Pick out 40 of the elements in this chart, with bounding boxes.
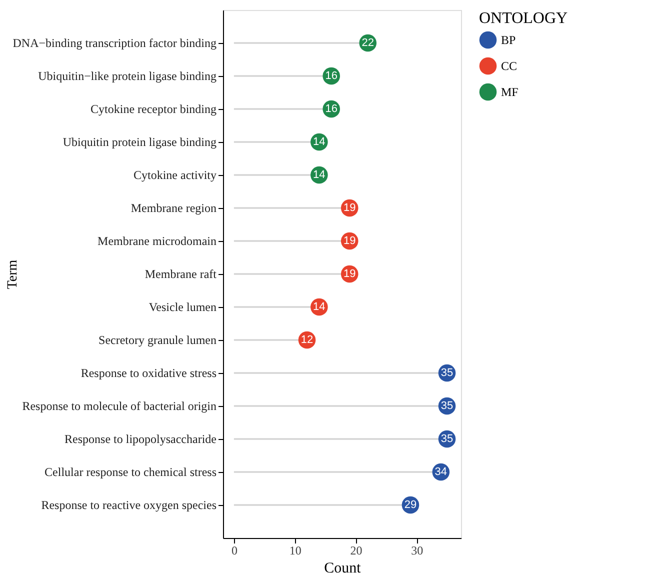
data-label: 16: [325, 103, 338, 115]
y-tick-label: DNA−binding transcription factor binding: [12, 36, 216, 50]
y-axis-title: Term: [6, 260, 20, 290]
y-tick-label: Response to molecule of bacterial origin: [22, 399, 216, 413]
x-tick-label: 0: [231, 544, 238, 558]
data-label: 14: [313, 301, 326, 313]
y-tick-label: Membrane raft: [144, 267, 218, 281]
y-tick-label: Response to reactive oxygen species: [41, 498, 217, 512]
x-tick-label: 10: [289, 544, 302, 558]
x-tick-label: 30: [411, 544, 424, 558]
legend-label: BP: [501, 33, 516, 47]
legend-label: MF: [501, 85, 519, 99]
data-label: 19: [343, 202, 356, 214]
data-label: 35: [440, 433, 454, 445]
y-tick-label: Vesicle lumen: [148, 300, 216, 314]
data-label: 19: [343, 235, 356, 247]
data-label: 14: [313, 136, 326, 148]
x-tick-label: 20: [350, 544, 362, 558]
data-label: 12: [300, 334, 314, 346]
y-tick-label: Membrane region: [130, 201, 216, 215]
y-tick-label: Response to lipopolysaccharide: [64, 432, 216, 446]
y-tick-label: Membrane microdomain: [98, 234, 216, 248]
data-label: 22: [362, 37, 374, 49]
data-label: 16: [325, 70, 338, 82]
data-label: 35: [440, 400, 454, 412]
y-tick-label: Ubiquitin−like protein ligase binding: [38, 69, 216, 83]
y-tick-label: Cytokine receptor binding: [90, 102, 216, 116]
legend-title: ONTOLOGY: [479, 10, 568, 27]
x-axis-title: Count: [324, 560, 362, 576]
y-tick-label: Cytokine activity: [134, 168, 216, 182]
y-tick-label: Cellular response to chemical stress: [44, 465, 217, 479]
data-label: 29: [404, 499, 417, 511]
legend-label: CC: [501, 59, 518, 73]
y-tick-label: Secretory granule lumen: [98, 333, 216, 347]
data-label: 34: [434, 466, 448, 478]
data-label: 35: [440, 367, 454, 379]
data-label: 19: [343, 268, 356, 280]
y-tick-label: Response to oxidative stress: [80, 366, 217, 380]
y-tick-label: Ubiquitin protein ligase binding: [62, 135, 216, 149]
data-label: 14: [313, 169, 326, 181]
